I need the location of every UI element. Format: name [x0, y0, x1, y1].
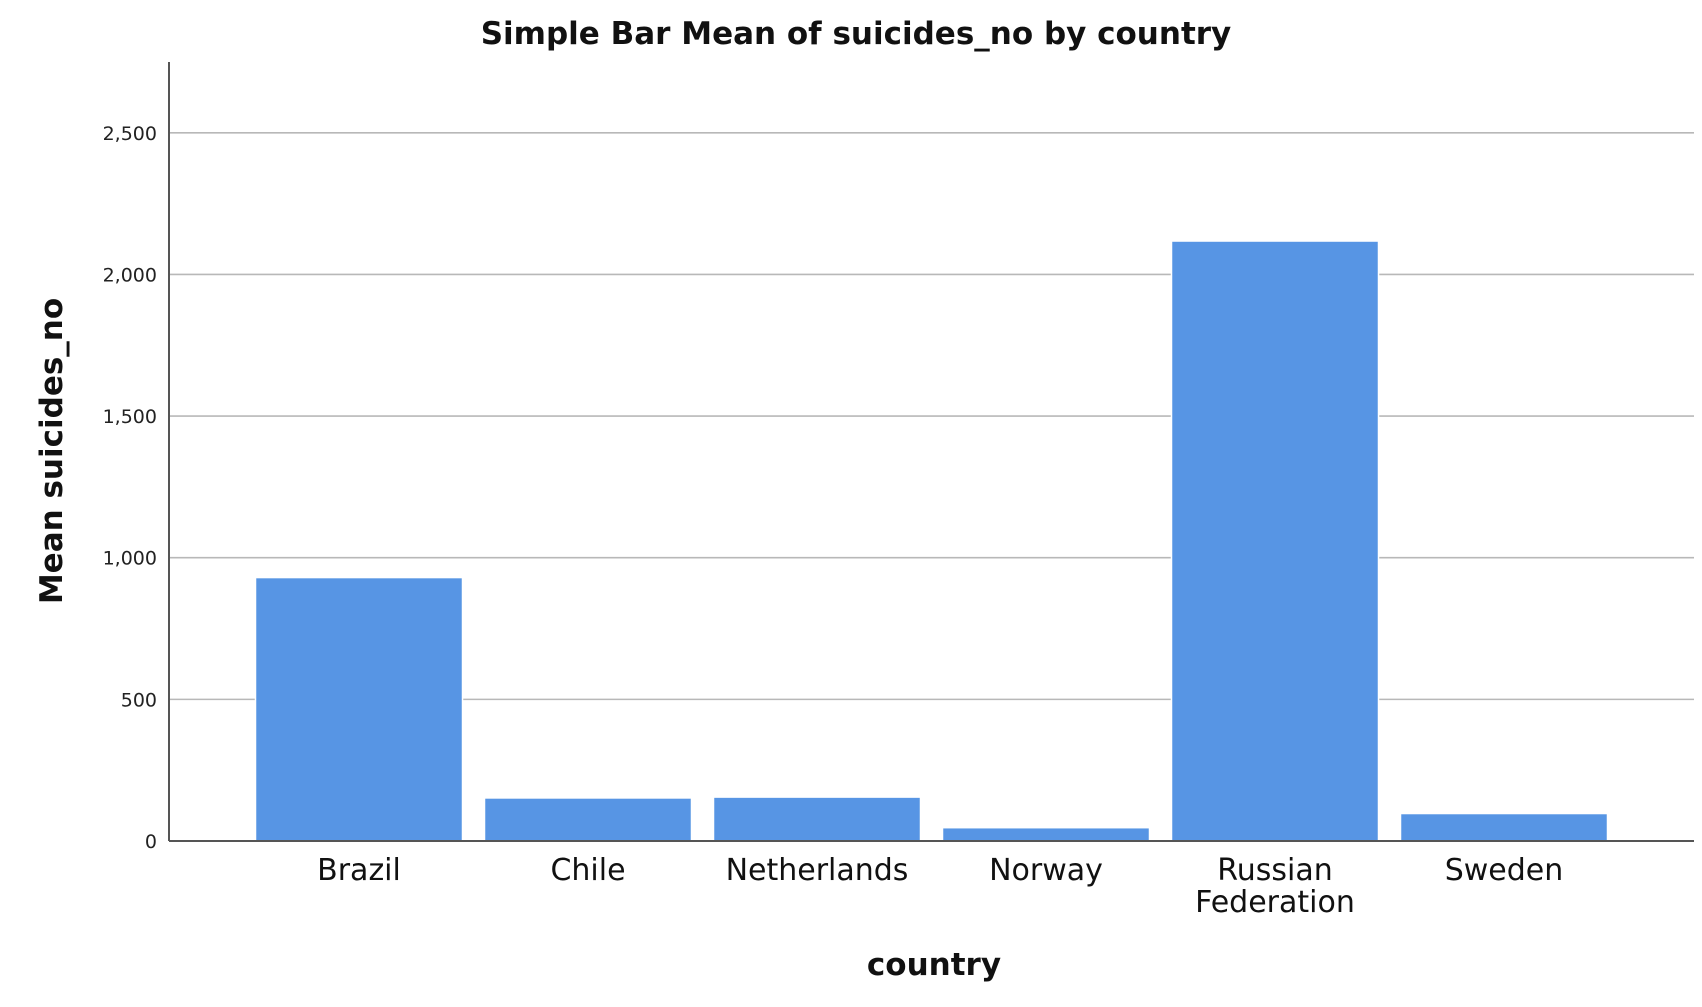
x-axis-title: country	[867, 947, 1001, 983]
bar-norway	[941, 826, 1151, 842]
y-tick-label: 500	[121, 689, 157, 711]
x-tick-label-line: Brazil	[317, 853, 401, 888]
x-tick-label: Sweden	[1445, 853, 1564, 888]
y-axis-title: Mean suicides_no	[34, 298, 70, 604]
x-tick-label-line: Netherlands	[726, 853, 909, 888]
bar-sweden	[1399, 812, 1609, 842]
x-tick-label: Brazil	[317, 853, 401, 888]
x-tick-label: Norway	[989, 853, 1103, 888]
y-tick-label: 2,500	[103, 123, 157, 145]
chart-title: Simple Bar Mean of suicides_no by countr…	[481, 16, 1232, 52]
x-tick-label-line: Federation	[1195, 885, 1355, 920]
bar-chile	[483, 797, 693, 842]
y-tick-label: 1,500	[103, 406, 157, 428]
x-tick-label-line: Sweden	[1445, 853, 1564, 888]
x-tick-label: Chile	[550, 853, 625, 888]
bar-russian-federation	[1170, 240, 1380, 842]
bar-netherlands	[712, 796, 922, 842]
x-tick-label: Netherlands	[726, 853, 909, 888]
x-tick-label-line: Chile	[550, 853, 625, 888]
axes	[168, 62, 1694, 842]
y-tick-label: 2,000	[103, 264, 157, 286]
x-tick-label-line: Norway	[989, 853, 1103, 888]
x-tick-label-line: Russian	[1217, 853, 1333, 888]
bars	[254, 240, 1609, 842]
y-axis-ticks: 0 500 1,000 1,500 2,000 2,500	[103, 123, 157, 853]
x-tick-label: Russian Federation	[1195, 853, 1355, 920]
bar-brazil	[254, 576, 464, 842]
y-tick-label: 0	[145, 831, 157, 853]
gridlines	[169, 132, 1694, 701]
y-tick-label: 1,000	[103, 548, 157, 570]
x-axis-ticks: Brazil Chile Netherlands Norway Russian Feder…	[317, 853, 1563, 920]
